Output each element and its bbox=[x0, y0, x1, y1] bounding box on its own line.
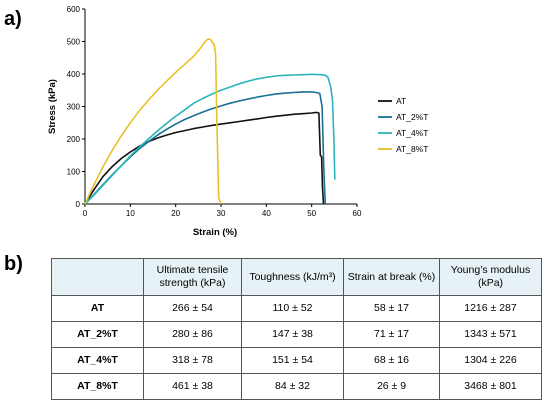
table-cell: 1304 ± 226 bbox=[439, 347, 542, 374]
y-axis-title: Stress (kPa) bbox=[47, 79, 58, 134]
table-cell: 266 ± 54 bbox=[143, 295, 242, 322]
x-tick-label: 10 bbox=[126, 209, 135, 218]
panel-label-a: a) bbox=[4, 8, 22, 30]
y-tick-label: 500 bbox=[67, 38, 81, 47]
header-ultimate-tensile-strength: Ultimate tensile strength (kPa) bbox=[143, 258, 242, 296]
y-tick-label: 0 bbox=[76, 200, 81, 209]
y-tick-label: 600 bbox=[67, 5, 81, 14]
header-toughness: Toughness (kJ/m³) bbox=[241, 258, 344, 296]
table-cell: 68 ± 16 bbox=[343, 347, 440, 374]
mechanical-properties-table: Ultimate tensile strength (kPa) Toughnes… bbox=[51, 258, 542, 400]
table-row: AT_8%T 461 ± 38 84 ± 32 26 ± 9 3468 ± 80… bbox=[51, 373, 542, 400]
table-row: AT_2%T 280 ± 86 147 ± 38 71 ± 17 1343 ± … bbox=[51, 321, 542, 348]
table-cell: 280 ± 86 bbox=[143, 321, 242, 348]
series-line-at-8-t bbox=[84, 38, 222, 205]
table-cell: 71 ± 17 bbox=[343, 321, 440, 348]
panel-label-b: b) bbox=[4, 253, 23, 275]
series-lines bbox=[84, 38, 336, 205]
row-label: AT_8%T bbox=[51, 373, 144, 400]
series-line-at-4-t bbox=[84, 73, 336, 205]
row-label: AT_4%T bbox=[51, 347, 144, 374]
series-line-at bbox=[84, 111, 325, 205]
table-cell: 58 ± 17 bbox=[343, 295, 440, 322]
table-cell: 1343 ± 571 bbox=[439, 321, 542, 348]
table-cell: 147 ± 38 bbox=[241, 321, 344, 348]
row-label: AT bbox=[51, 295, 144, 322]
table-cell: 151 ± 54 bbox=[241, 347, 344, 374]
legend-label: AT_4%T bbox=[396, 128, 428, 138]
table-cell: 318 ± 78 bbox=[143, 347, 242, 374]
y-tick-label: 300 bbox=[67, 103, 81, 112]
x-tick-label: 0 bbox=[83, 209, 88, 218]
row-label: AT_2%T bbox=[51, 321, 144, 348]
x-tick-label: 50 bbox=[307, 209, 316, 218]
y-tick-label: 200 bbox=[67, 135, 81, 144]
legend-label: AT_2%T bbox=[396, 112, 428, 122]
table-header-row: Ultimate tensile strength (kPa) Toughnes… bbox=[51, 258, 542, 296]
legend: AT AT_2%T AT_4%T AT_8%T bbox=[378, 96, 428, 154]
table-cell: 84 ± 32 bbox=[241, 373, 344, 400]
series-line-at-2-t bbox=[84, 91, 327, 205]
table-header-corner bbox=[51, 258, 144, 296]
legend-label: AT bbox=[396, 96, 406, 106]
legend-label: AT_8%T bbox=[396, 144, 428, 154]
y-tick-label: 400 bbox=[67, 70, 81, 79]
header-youngs-modulus: Young’s modulus (kPa) bbox=[439, 258, 542, 296]
header-strain-at-break: Strain at break (%) bbox=[343, 258, 440, 296]
x-tick-label: 30 bbox=[217, 209, 226, 218]
table-row: AT_4%T 318 ± 78 151 ± 54 68 ± 16 1304 ± … bbox=[51, 347, 542, 374]
table-cell: 3468 ± 801 bbox=[439, 373, 542, 400]
x-tick-label: 60 bbox=[353, 209, 362, 218]
x-tick-label: 40 bbox=[262, 209, 271, 218]
x-tick-label: 20 bbox=[171, 209, 180, 218]
table-cell: 461 ± 38 bbox=[143, 373, 242, 400]
y-tick-label: 100 bbox=[67, 168, 81, 177]
table-cell: 26 ± 9 bbox=[343, 373, 440, 400]
table-row: AT 266 ± 54 110 ± 52 58 ± 17 1216 ± 287 bbox=[51, 295, 542, 322]
table-cell: 1216 ± 287 bbox=[439, 295, 542, 322]
x-axis-title: Strain (%) bbox=[193, 227, 237, 238]
table-cell: 110 ± 52 bbox=[241, 295, 344, 322]
